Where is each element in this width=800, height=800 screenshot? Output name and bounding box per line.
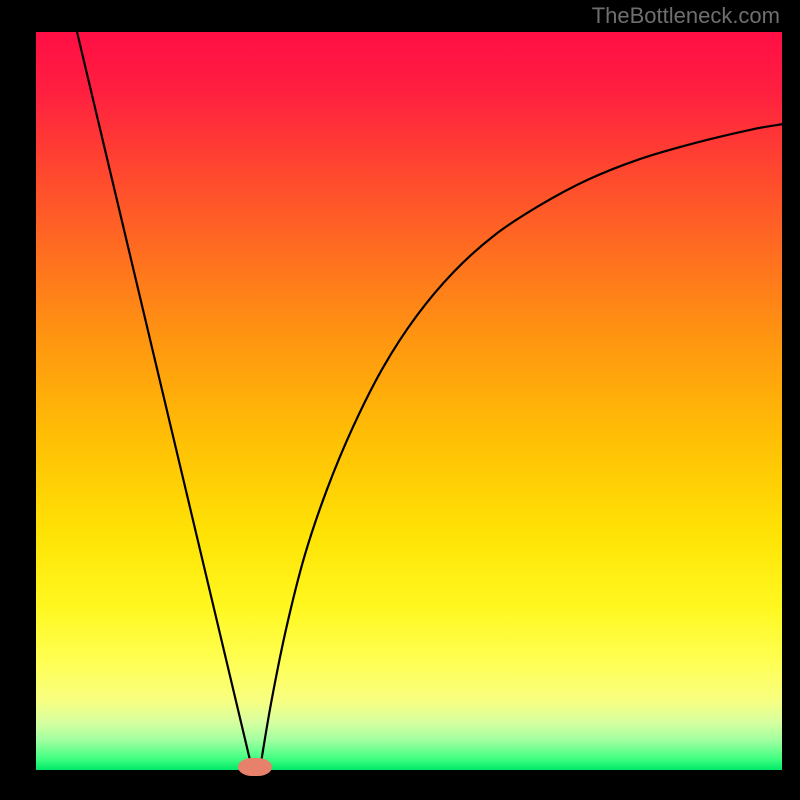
bottleneck-curve xyxy=(36,32,782,770)
plot-area xyxy=(36,32,782,770)
watermark-text: TheBottleneck.com xyxy=(592,3,780,29)
optimal-point-marker xyxy=(238,758,272,776)
